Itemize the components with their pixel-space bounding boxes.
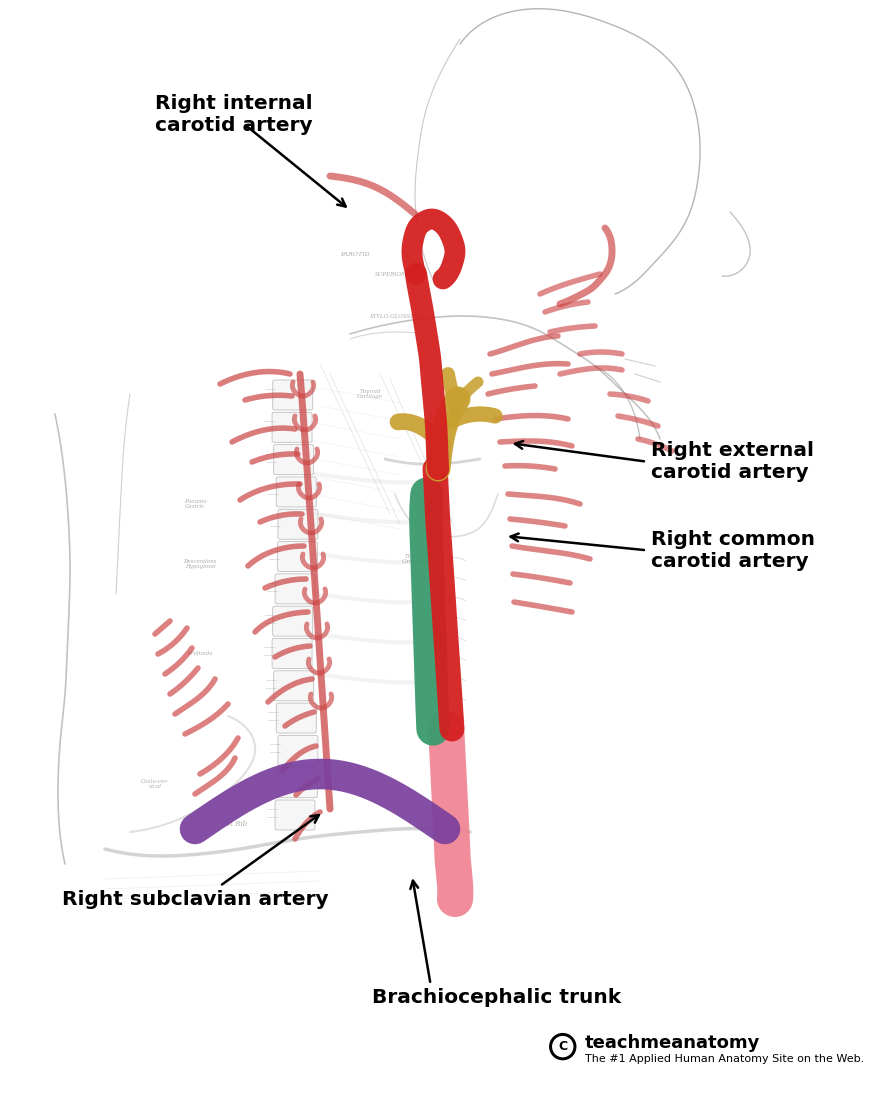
Circle shape [549,1034,576,1060]
FancyBboxPatch shape [277,542,317,571]
Text: Right common
carotid artery: Right common carotid artery [651,529,815,571]
Text: 1st Rib: 1st Rib [222,820,247,828]
Text: C: C [558,1040,567,1054]
FancyBboxPatch shape [274,444,314,475]
Text: Thyroid
Cartilage: Thyroid Cartilage [357,388,383,399]
FancyBboxPatch shape [275,574,315,604]
FancyBboxPatch shape [272,412,312,442]
FancyBboxPatch shape [273,606,313,636]
FancyBboxPatch shape [275,800,315,830]
FancyBboxPatch shape [278,509,318,539]
FancyBboxPatch shape [273,380,313,410]
Text: Profunda: Profunda [187,652,213,656]
Text: Descendens
Hypoglossi: Descendens Hypoglossi [183,559,217,569]
FancyBboxPatch shape [276,703,316,733]
Text: Costo-cer-
vical: Costo-cer- vical [141,779,169,790]
Text: Right internal
carotid artery: Right internal carotid artery [155,94,313,136]
Text: Right external
carotid artery: Right external carotid artery [651,441,814,482]
FancyBboxPatch shape [278,735,318,766]
FancyBboxPatch shape [277,768,317,798]
FancyBboxPatch shape [276,477,316,507]
Text: Thyroid
Cartiloge: Thyroid Cartiloge [402,554,428,565]
Circle shape [553,1037,572,1057]
Text: STYLO-GLOSSUS: STYLO-GLOSSUS [370,314,420,318]
FancyBboxPatch shape [274,671,314,701]
Text: The #1 Applied Human Anatomy Site on the Web.: The #1 Applied Human Anatomy Site on the… [585,1054,864,1063]
Text: Brachiocephalic trunk: Brachiocephalic trunk [372,988,621,1008]
Text: SUPERIOR: SUPERIOR [375,271,406,277]
Text: PAROTID: PAROTID [340,252,369,256]
FancyBboxPatch shape [272,639,312,668]
Text: teachmeanatomy: teachmeanatomy [585,1034,760,1051]
Text: Pneumo
Gastric: Pneumo Gastric [183,499,206,510]
Text: Right subclavian artery: Right subclavian artery [62,889,329,909]
